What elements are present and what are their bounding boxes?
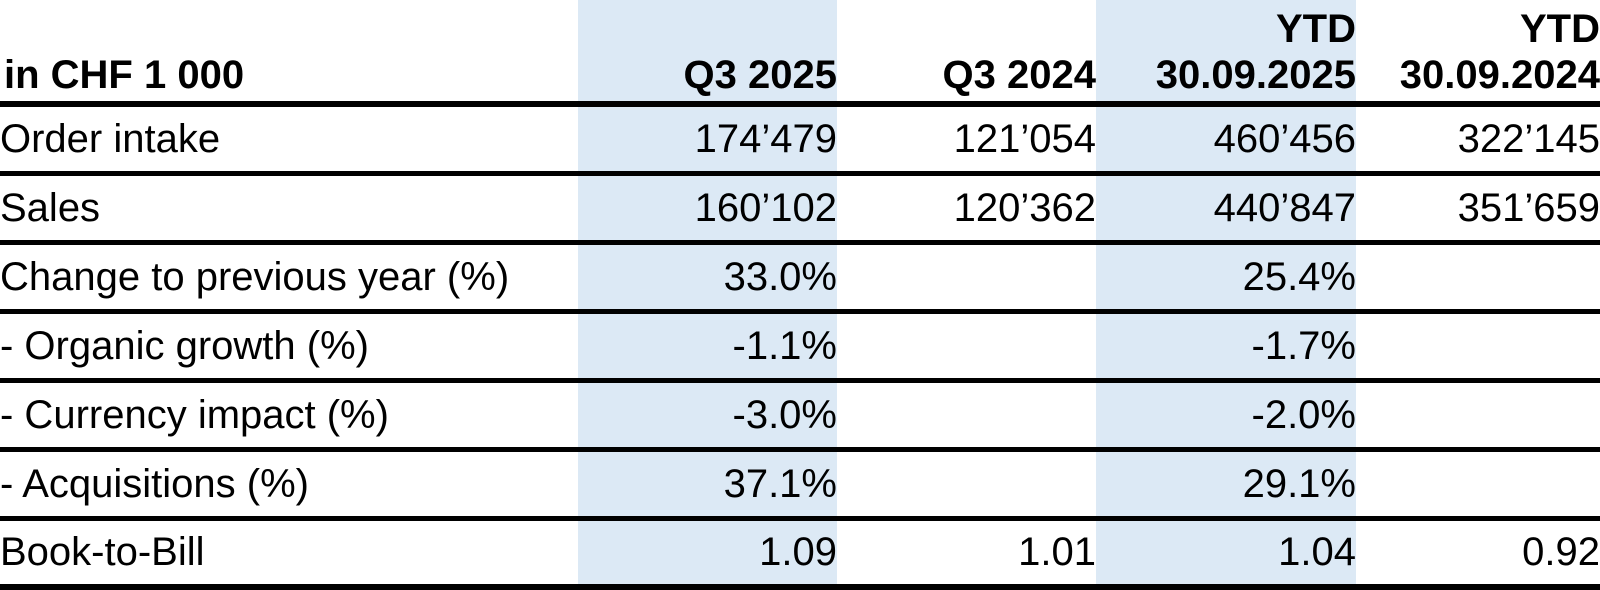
row-label: Order intake <box>0 104 578 176</box>
cell-value <box>837 242 1096 314</box>
table-row-change-previous-year: Change to previous year (%) 33.0% 25.4% <box>0 242 1600 314</box>
cell-value: 460’456 <box>1096 104 1356 176</box>
cell-value <box>1356 380 1600 452</box>
cell-value: 37.1% <box>578 449 837 521</box>
table-row-acquisitions: - Acquisitions (%) 37.1% 29.1% <box>0 449 1600 521</box>
cell-value: 351’659 <box>1356 173 1600 245</box>
header-ytd-2024: YTD 30.09.2024 <box>1356 0 1600 107</box>
row-label: - Acquisitions (%) <box>0 449 578 521</box>
row-label: Book-to-Bill <box>0 518 578 590</box>
header-ytd-2025-line2: 30.09.2025 <box>1155 53 1356 97</box>
cell-value: -1.1% <box>578 311 837 383</box>
cell-value <box>1356 311 1600 383</box>
cell-value: 160’102 <box>578 173 837 245</box>
header-ytd-2024-line2: 30.09.2024 <box>1399 53 1600 97</box>
header-row: in CHF 1 000 Q3 2025 Q3 2024 YTD 30.09.2… <box>0 0 1600 107</box>
cell-value: -2.0% <box>1096 380 1356 452</box>
cell-value: -1.7% <box>1096 311 1356 383</box>
cell-value: 29.1% <box>1096 449 1356 521</box>
row-label: - Organic growth (%) <box>0 311 578 383</box>
cell-value <box>1356 242 1600 314</box>
table-row-order-intake: Order intake 174’479 121’054 460’456 322… <box>0 104 1600 176</box>
cell-value: 120’362 <box>837 173 1096 245</box>
cell-value <box>837 449 1096 521</box>
header-q3-2024-line2: Q3 2024 <box>942 53 1096 97</box>
row-label: Sales <box>0 173 578 245</box>
cell-value: -3.0% <box>578 380 837 452</box>
row-label: - Currency impact (%) <box>0 380 578 452</box>
cell-value: 174’479 <box>578 104 837 176</box>
cell-value: 440’847 <box>1096 173 1356 245</box>
header-ytd-2025: YTD 30.09.2025 <box>1096 0 1356 107</box>
cell-value: 1.04 <box>1096 518 1356 590</box>
cell-value: 33.0% <box>578 242 837 314</box>
row-label: Change to previous year (%) <box>0 242 578 314</box>
cell-value: 121’054 <box>837 104 1096 176</box>
cell-value: 25.4% <box>1096 242 1356 314</box>
table-row-currency-impact: - Currency impact (%) -3.0% -2.0% <box>0 380 1600 452</box>
header-q3-2025: Q3 2025 <box>578 0 837 107</box>
header-ytd-2024-line1: YTD <box>1520 7 1600 51</box>
table-row-organic-growth: - Organic growth (%) -1.1% -1.7% <box>0 311 1600 383</box>
header-ytd-2025-line1: YTD <box>1276 7 1356 51</box>
cell-value: 322’145 <box>1356 104 1600 176</box>
cell-value <box>1356 449 1600 521</box>
table-row-sales: Sales 160’102 120’362 440’847 351’659 <box>0 173 1600 245</box>
header-q3-2024: Q3 2024 <box>837 0 1096 107</box>
cell-value: 0.92 <box>1356 518 1600 590</box>
cell-value <box>837 311 1096 383</box>
table-row-book-to-bill: Book-to-Bill 1.09 1.01 1.04 0.92 <box>0 518 1600 590</box>
header-q3-2025-line2: Q3 2025 <box>683 53 837 97</box>
cell-value <box>837 380 1096 452</box>
header-unit-label-line2: in CHF 1 000 <box>4 53 245 97</box>
cell-value: 1.01 <box>837 518 1096 590</box>
cell-value: 1.09 <box>578 518 837 590</box>
header-unit-label: in CHF 1 000 <box>0 0 578 107</box>
